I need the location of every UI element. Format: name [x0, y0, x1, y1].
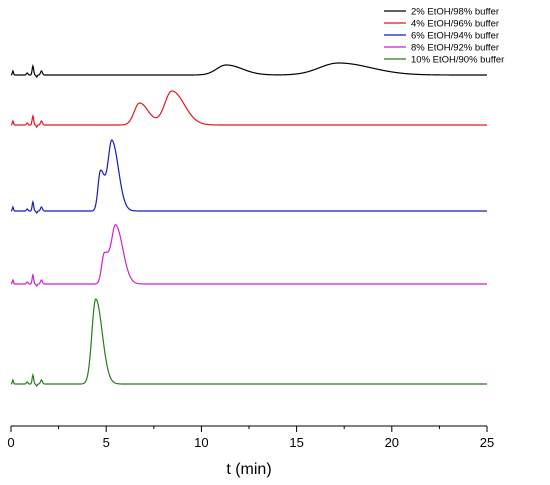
x-tick-label: 25 — [480, 435, 494, 450]
x-tick-label: 20 — [385, 435, 399, 450]
trace-line-1 — [10, 62, 487, 78]
x-tick-label: 5 — [103, 435, 110, 450]
trace-line-2 — [10, 90, 487, 128]
x-axis: 0 5 10 15 20 25 — [7, 425, 494, 450]
legend-label-1: 2% EtOH/98% buffer — [411, 7, 499, 18]
legend-label-5: 10% EtOH/90% buffer — [411, 55, 504, 66]
x-axis-label: t (min) — [226, 461, 271, 478]
trace-line-5 — [10, 298, 487, 387]
legend-label-3: 6% EtOH/94% buffer — [411, 31, 499, 42]
chromatogram-traces — [10, 62, 487, 387]
x-tick-label: 15 — [289, 435, 303, 450]
x-tick-label: 10 — [194, 435, 208, 450]
trace-line-4 — [10, 224, 487, 287]
x-tick-label: 0 — [7, 435, 14, 450]
trace-line-3 — [10, 139, 487, 214]
legend-label-2: 4% EtOH/96% buffer — [411, 19, 499, 30]
legend-label-4: 8% EtOH/92% buffer — [411, 43, 499, 54]
